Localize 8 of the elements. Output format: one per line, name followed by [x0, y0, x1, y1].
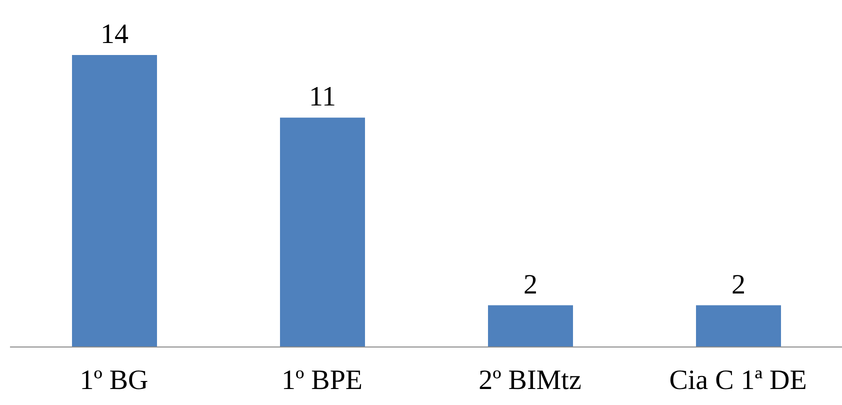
- x-tick-label: 2º BIMtz: [478, 364, 582, 396]
- data-label: 11: [309, 82, 336, 113]
- data-label: 2: [732, 269, 746, 300]
- data-label: 14: [100, 19, 128, 50]
- x-tick-label: 1º BPE: [281, 364, 363, 396]
- data-label: 2: [524, 269, 538, 300]
- x-tick-label: Cia C 1ª DE: [669, 364, 807, 396]
- x-tick-label: 1º BG: [80, 364, 148, 396]
